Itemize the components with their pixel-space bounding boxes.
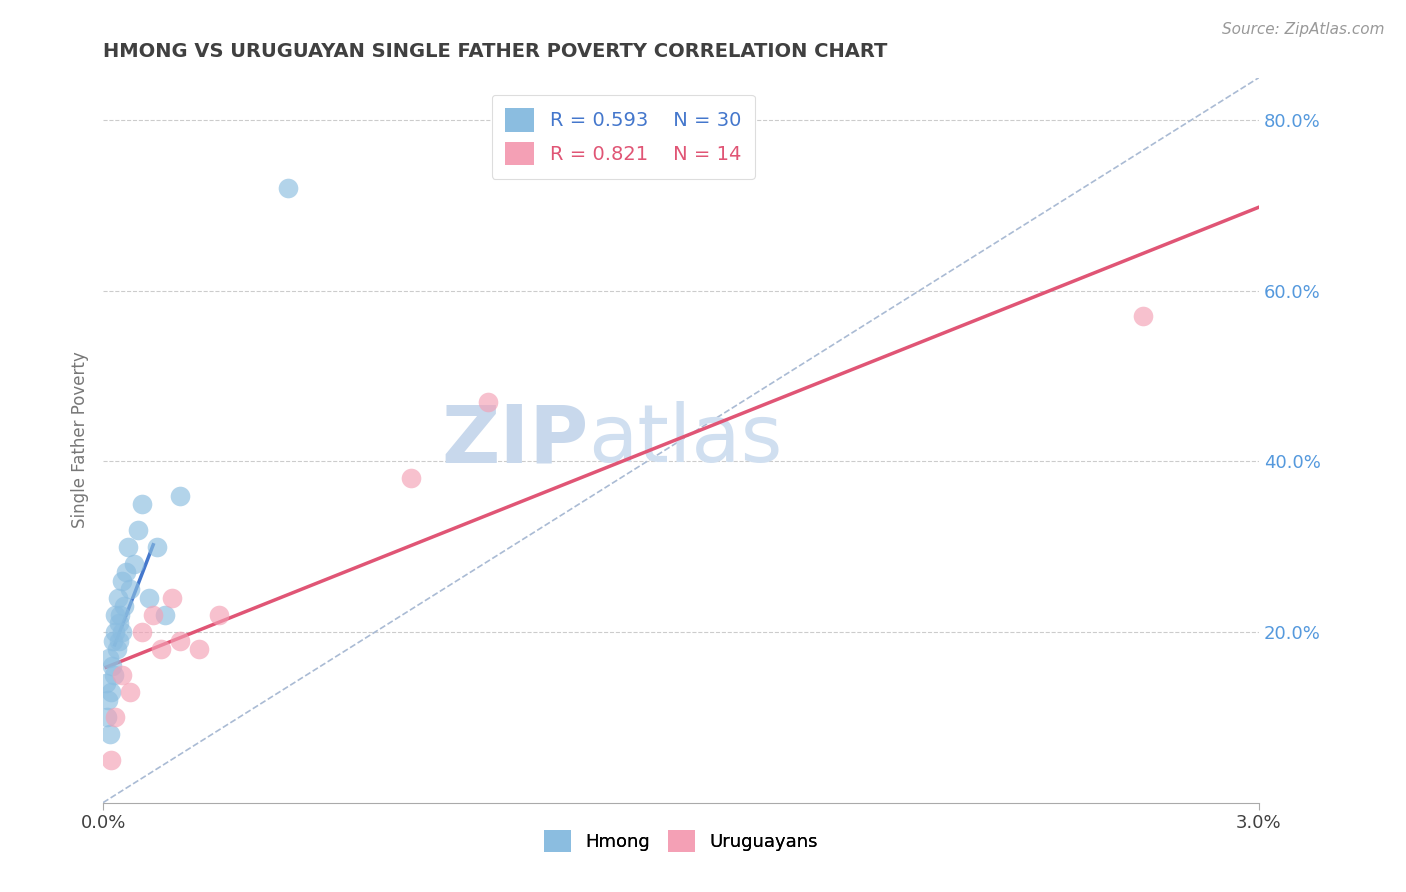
Point — [401, 471, 423, 485]
Point — [104, 710, 127, 724]
Text: ZIP: ZIP — [441, 401, 589, 479]
Point — [477, 394, 499, 409]
Point — [1132, 310, 1154, 324]
Legend: Hmong, Uruguayans: Hmong, Uruguayans — [537, 822, 825, 859]
Point — [169, 633, 191, 648]
Point — [112, 599, 135, 614]
Point — [110, 607, 132, 622]
Point — [104, 625, 127, 640]
Point — [277, 181, 299, 195]
Point — [188, 642, 211, 657]
Point — [115, 566, 138, 580]
Point — [100, 684, 122, 698]
Point — [122, 557, 145, 571]
Point — [131, 497, 153, 511]
Point — [111, 625, 134, 640]
Point — [97, 650, 120, 665]
Point — [100, 659, 122, 673]
Point — [153, 607, 176, 622]
Text: atlas: atlas — [589, 401, 783, 479]
Point — [146, 540, 169, 554]
Point — [162, 591, 184, 605]
Point — [104, 607, 127, 622]
Point — [131, 625, 153, 640]
Point — [107, 591, 129, 605]
Y-axis label: Single Father Poverty: Single Father Poverty — [72, 351, 89, 528]
Point — [96, 710, 118, 724]
Point — [120, 582, 142, 597]
Point — [98, 727, 121, 741]
Text: Source: ZipAtlas.com: Source: ZipAtlas.com — [1222, 22, 1385, 37]
Point — [127, 523, 149, 537]
Point — [149, 642, 172, 657]
Point — [96, 676, 118, 690]
Point — [100, 753, 122, 767]
Text: HMONG VS URUGUAYAN SINGLE FATHER POVERTY CORRELATION CHART: HMONG VS URUGUAYAN SINGLE FATHER POVERTY… — [103, 42, 887, 61]
Point — [107, 616, 129, 631]
Point — [142, 607, 165, 622]
Point — [97, 693, 120, 707]
Point — [111, 667, 134, 681]
Point — [111, 574, 134, 588]
Point — [169, 489, 191, 503]
Point — [105, 642, 128, 657]
Point — [208, 607, 231, 622]
Point — [117, 540, 139, 554]
Point — [108, 633, 131, 648]
Point — [103, 667, 125, 681]
Point — [101, 633, 124, 648]
Point — [120, 684, 142, 698]
Point — [138, 591, 160, 605]
